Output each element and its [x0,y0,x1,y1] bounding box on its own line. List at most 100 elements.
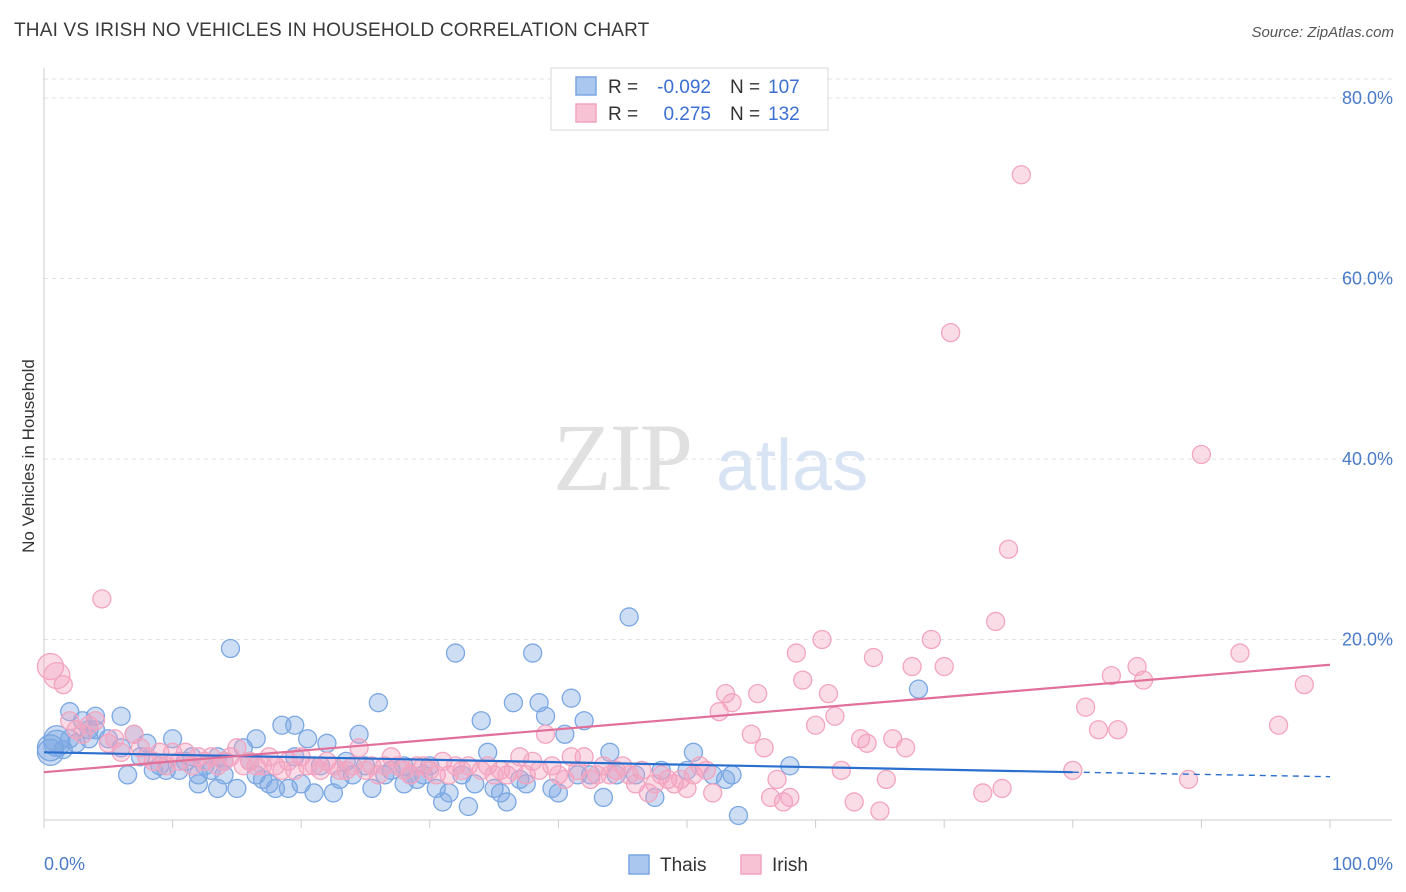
legend-n-label-thais: N = [730,77,760,98]
point-irish [992,778,1012,799]
point-thais [523,643,543,663]
point-irish [818,684,839,704]
point-irish [754,738,774,758]
point-irish [895,738,916,758]
point-irish [934,656,954,677]
y-tick-label: 80.0% [1342,88,1393,108]
point-thais [246,729,266,749]
bottom-legend: Thais Irish [628,854,808,876]
point-irish [722,693,742,713]
legend-n-value-thais: 107 [768,77,800,98]
point-thais [297,729,318,749]
tick-labels: 20.0% 40.0% 60.0% 80.0% 0.0% 100.0% [44,88,1393,874]
point-irish [85,711,106,731]
point-irish [1191,444,1212,465]
y-axis-label: No Vehicles in Household [19,359,38,553]
x-tick-label: 0.0% [44,854,85,874]
trend-lines [43,663,1331,778]
point-thais [593,787,614,808]
point-thais [349,724,369,744]
point-thais [561,688,581,708]
bottom-legend-label-irish: Irish [772,855,808,876]
bottom-legend-label-thais: Thais [660,855,706,876]
point-irish [741,724,761,744]
point-thais [445,643,466,663]
chart-title: THAI VS IRISH NO VEHICLES IN HOUSEHOLD C… [14,20,650,41]
point-thais [111,706,131,726]
watermark-atlas: atlas [716,426,868,506]
trend-line-irish [43,663,1331,774]
legend-swatch-irish [575,103,597,123]
point-thais [574,711,594,731]
y-tick-label: 60.0% [1342,269,1393,289]
point-irish [793,670,813,690]
point-thais [619,607,639,627]
y-tick-label: 20.0% [1342,630,1393,650]
point-thais [117,765,138,785]
point-thais [162,729,183,749]
point-thais [728,805,749,826]
point-irish [863,647,884,668]
point-thais [227,778,247,799]
point-thais [304,783,324,803]
point-irish [767,769,787,790]
point-thais [722,765,742,785]
point-irish [973,783,993,803]
point-thais [220,638,241,659]
point-irish [53,674,73,695]
legend-box [550,67,829,131]
point-irish [1076,697,1096,717]
point-irish [1294,674,1314,695]
legend-n-label-irish: N = [730,104,760,125]
point-irish [1011,165,1032,185]
point-irish [1101,665,1122,686]
legend-r-label-thais: R = [608,77,638,98]
point-irish [805,715,826,735]
point-irish [1108,720,1128,740]
point-irish [780,787,800,808]
point-irish [876,769,896,790]
point-irish [703,783,723,803]
x-tick-label: 100.0% [1332,854,1393,874]
legend-swatch-thais [575,76,597,96]
point-irish [844,792,864,812]
point-irish [1230,643,1250,663]
trend-line-thais [43,751,1073,774]
grid-lines [44,78,1392,640]
legend-r-value-irish: 0.275 [663,104,711,125]
axes [43,68,1392,828]
y-tick-label: 40.0% [1342,449,1393,469]
point-irish [349,738,369,758]
source-credit: Source: ZipAtlas.com [1251,24,1394,41]
watermark: ZIP atlas [553,404,868,511]
point-irish [227,738,247,758]
point-irish [870,801,890,821]
point-thais [908,679,929,699]
point-irish [748,684,768,704]
point-irish [535,724,556,744]
point-irish [902,656,922,677]
legend: R = -0.092 N = 107 R = 0.275 N = 132 [550,67,829,131]
point-thais [439,783,459,803]
point-irish [1268,715,1289,735]
legend-r-value-thais: -0.092 [657,77,711,98]
point-irish [831,760,851,781]
point-irish [1178,769,1199,790]
point-irish [812,629,832,650]
point-irish [985,611,1006,632]
point-irish [1063,760,1083,781]
point-thais [535,706,556,726]
point-irish [92,589,112,609]
point-irish [921,629,941,650]
point-thais [471,711,491,731]
point-irish [111,742,131,762]
point-irish [43,661,71,690]
point-thais [497,792,517,812]
point-irish [825,706,845,726]
point-irish [1088,720,1109,740]
point-irish [940,322,961,343]
legend-r-label-irish: R = [608,104,638,125]
point-thais [188,774,208,794]
watermark-zip: ZIP [553,404,691,511]
